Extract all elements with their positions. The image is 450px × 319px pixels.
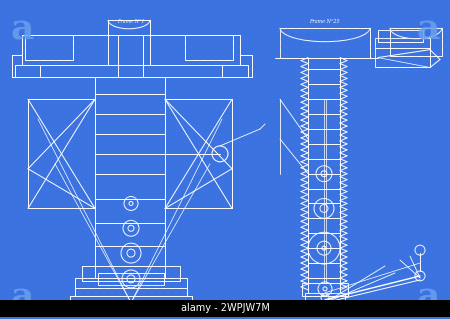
Bar [378,30,423,42]
Bar [0,300,450,317]
Bar [280,28,370,57]
Bar [98,273,164,285]
Bar [390,28,442,56]
Text: alamy - 2WPJW7M: alamy - 2WPJW7M [180,303,270,313]
Bar [75,278,187,288]
Text: Frame N°25: Frame N°25 [309,19,339,24]
Text: CROSS SECTIONS OF THE SOLID-ROCK DREDGER  "MAJESTIC.": CROSS SECTIONS OF THE SOLID-ROCK DREDGER… [69,302,381,312]
Text: a: a [416,13,440,47]
Bar [305,293,345,303]
Bar [82,266,180,281]
Text: a: a [10,13,34,47]
Text: a: a [416,281,440,315]
Bar [185,35,233,60]
Bar [302,283,348,296]
Bar [375,38,430,68]
Text: a: a [10,281,34,315]
Text: Frame N°1: Frame N°1 [117,19,145,24]
Bar [25,35,73,60]
